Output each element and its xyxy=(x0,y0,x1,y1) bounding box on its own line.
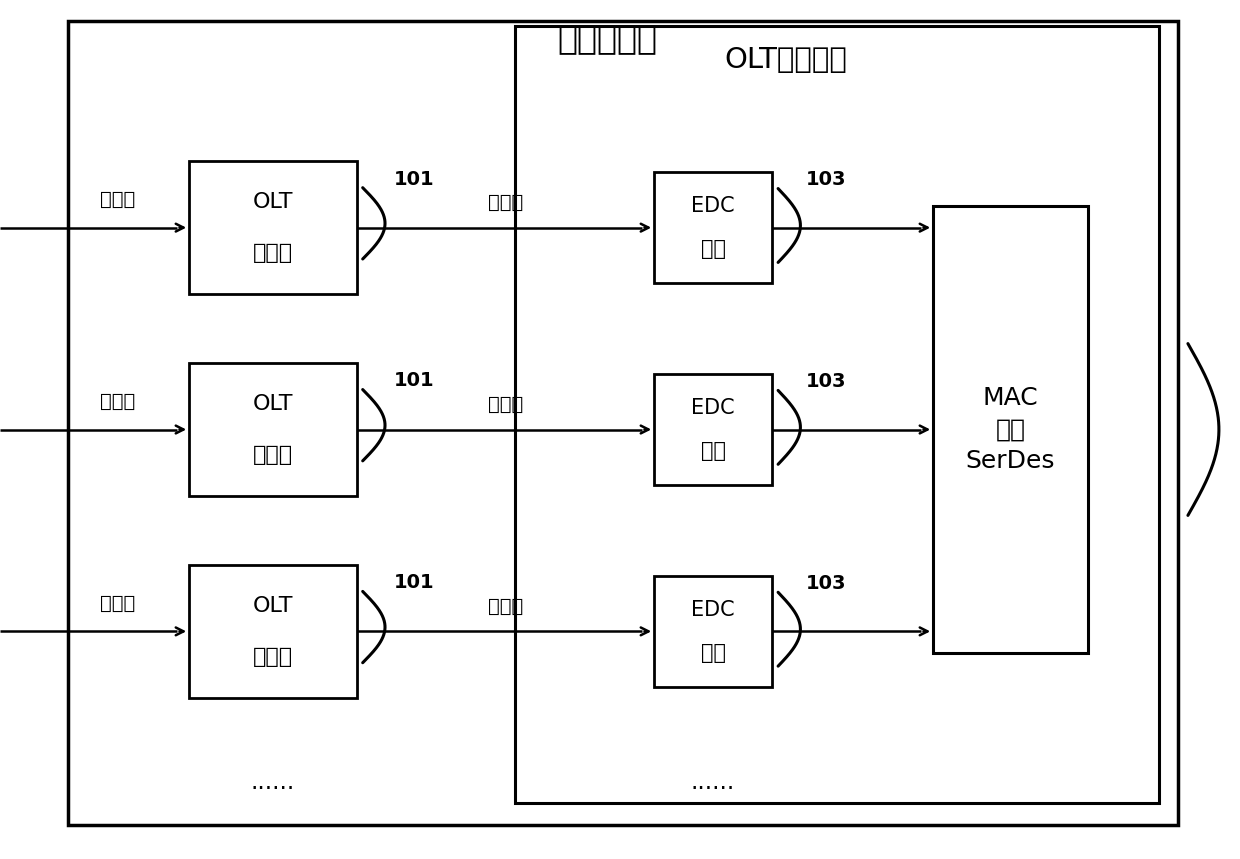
Text: OLT系统设备: OLT系统设备 xyxy=(724,46,847,74)
Text: 芜片: 芜片 xyxy=(701,441,725,461)
Bar xyxy=(188,565,357,698)
Bar xyxy=(655,172,771,283)
Text: 电信号: 电信号 xyxy=(487,395,523,414)
Text: 芜片: 芜片 xyxy=(701,643,725,663)
Text: ......: ...... xyxy=(691,770,735,794)
Text: EDC: EDC xyxy=(691,398,735,418)
Text: 101: 101 xyxy=(394,169,434,189)
Text: OLT: OLT xyxy=(253,393,293,414)
Text: 光信号: 光信号 xyxy=(100,190,135,209)
Bar xyxy=(68,21,1178,825)
Bar xyxy=(188,161,357,294)
Bar xyxy=(188,362,357,497)
Text: 103: 103 xyxy=(806,170,846,190)
Text: 101: 101 xyxy=(394,573,434,593)
Text: 光模块: 光模块 xyxy=(253,647,293,667)
Bar xyxy=(655,576,771,687)
Text: 光模块: 光模块 xyxy=(253,243,293,264)
Text: 103: 103 xyxy=(806,574,846,594)
Text: 电信号: 电信号 xyxy=(487,193,523,212)
Text: 103: 103 xyxy=(806,372,846,392)
Text: 电信号: 电信号 xyxy=(487,597,523,616)
Bar xyxy=(515,26,1159,803)
Text: OLT: OLT xyxy=(253,595,293,616)
Text: 芜片: 芜片 xyxy=(701,239,725,259)
Text: 101: 101 xyxy=(394,371,434,391)
Text: ......: ...... xyxy=(250,770,295,794)
Text: EDC: EDC xyxy=(691,600,735,620)
Bar xyxy=(655,374,771,485)
Text: 光线路终端: 光线路终端 xyxy=(558,22,657,55)
Text: EDC: EDC xyxy=(691,196,735,216)
Text: MAC
或者
SerDes: MAC 或者 SerDes xyxy=(966,386,1055,473)
Text: 光信号: 光信号 xyxy=(100,392,135,411)
Text: 光模块: 光模块 xyxy=(253,445,293,466)
Text: 光信号: 光信号 xyxy=(100,594,135,612)
Text: OLT: OLT xyxy=(253,192,293,212)
Bar xyxy=(932,206,1089,653)
